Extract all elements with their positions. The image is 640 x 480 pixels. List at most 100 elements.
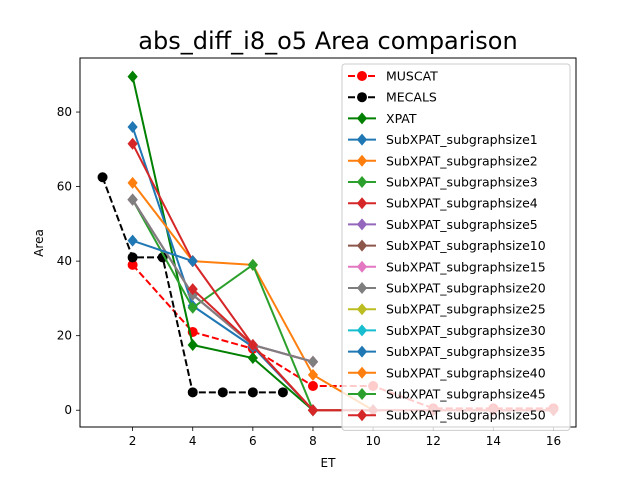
legend-item: MUSCAT xyxy=(348,69,438,84)
data-point xyxy=(127,137,138,150)
plot-frame xyxy=(79,57,577,428)
legend-label: SubXPAT_subgraphsize45 xyxy=(386,387,546,402)
legend-marker xyxy=(357,71,367,81)
series-subxpat-subgraphsize2 xyxy=(127,176,379,417)
data-point xyxy=(307,368,319,381)
y-tick-label: 40 xyxy=(57,254,72,268)
data-point xyxy=(187,387,198,398)
legend-item: MECALS xyxy=(348,90,437,105)
series-line xyxy=(131,199,314,363)
legend-label: SubXPAT_subgraphsize4 xyxy=(386,196,538,211)
legend-label: SubXPAT_subgraphsize5 xyxy=(386,217,538,232)
legend-item: SubXPAT_subgraphsize2 xyxy=(348,153,538,168)
data-point xyxy=(127,70,138,83)
legend-marker xyxy=(356,303,368,316)
x-tick-label: 2 xyxy=(129,434,137,448)
series-line xyxy=(131,76,314,411)
legend-label: SubXPAT_subgraphsize35 xyxy=(386,344,546,359)
legend-marker xyxy=(356,154,368,167)
series-line xyxy=(132,239,194,263)
data-point xyxy=(247,352,258,365)
legend-label: MUSCAT xyxy=(386,69,438,84)
legend-marker xyxy=(356,239,368,252)
y-tick-label: 20 xyxy=(57,329,72,343)
data-point xyxy=(217,387,228,398)
legend-item: SubXPAT_subgraphsize5 xyxy=(348,217,538,232)
legend-item: SubXPAT_subgraphsize20 xyxy=(348,281,546,296)
chart-title: abs_diff_i8_o5 Area comparison xyxy=(138,27,517,55)
series-subxpat-subgraphsize35 xyxy=(127,234,198,268)
x-tick-label: 8 xyxy=(309,434,317,448)
data-point xyxy=(127,259,138,270)
x-tick-label: 4 xyxy=(189,434,197,448)
legend-item: SubXPAT_subgraphsize25 xyxy=(348,302,546,317)
legend-marker xyxy=(356,218,368,231)
data-point xyxy=(277,387,288,398)
data-point xyxy=(127,120,138,133)
legend-label: SubXPAT_subgraphsize40 xyxy=(386,365,546,380)
legend-item: SubXPAT_subgraphsize1 xyxy=(348,132,538,147)
legend-marker xyxy=(356,409,368,422)
data-point xyxy=(307,355,319,368)
legend-label: SubXPAT_subgraphsize20 xyxy=(386,281,546,296)
legend-marker xyxy=(356,260,368,273)
legend-item: SubXPAT_subgraphsize30 xyxy=(348,323,546,338)
legend-label: SubXPAT_subgraphsize50 xyxy=(386,408,546,423)
x-tick-label: 12 xyxy=(426,434,441,448)
legend-marker xyxy=(356,345,368,358)
legend-label: MECALS xyxy=(386,90,437,105)
legend-label: SubXPAT_subgraphsize10 xyxy=(386,238,546,253)
data-point xyxy=(97,172,108,183)
x-tick-label: 6 xyxy=(249,434,257,448)
data-point xyxy=(307,404,319,417)
legend-marker xyxy=(356,133,368,146)
y-tick-label: 0 xyxy=(64,403,72,417)
data-point xyxy=(247,387,258,398)
x-axis-label: ET xyxy=(321,456,337,470)
legend-label: SubXPAT_subgraphsize25 xyxy=(386,302,546,317)
y-axis-label: Area xyxy=(32,229,46,257)
legend-item: XPAT xyxy=(348,111,417,126)
data-point xyxy=(247,258,258,271)
legend-item: SubXPAT_subgraphsize50 xyxy=(348,408,546,423)
series-line xyxy=(131,199,314,363)
legend-marker xyxy=(356,282,368,294)
series-xpat xyxy=(127,70,319,417)
series-line xyxy=(131,199,314,363)
legend-item: SubXPAT_subgraphsize40 xyxy=(348,365,546,380)
legend-frame xyxy=(341,63,571,431)
legend-label: SubXPAT_subgraphsize2 xyxy=(386,153,538,168)
data-point xyxy=(187,255,198,268)
legend-item: SubXPAT_subgraphsize3 xyxy=(348,175,538,190)
legend-marker xyxy=(356,112,368,125)
series-subxpat-subgraphsize3 xyxy=(127,193,379,417)
data-point xyxy=(127,234,138,247)
legend-label: SubXPAT_subgraphsize15 xyxy=(386,259,546,274)
legend-label: SubXPAT_subgraphsize3 xyxy=(386,175,538,190)
legend-marker xyxy=(356,324,368,337)
legend-marker xyxy=(356,176,368,188)
series-subxpat-subgraphsize5 xyxy=(127,193,319,368)
series-line xyxy=(131,199,314,363)
data-point xyxy=(127,252,138,263)
x-tick-label: 10 xyxy=(365,434,380,448)
data-point xyxy=(307,381,318,391)
series-line xyxy=(131,126,314,411)
x-axis: 2 4 6 8 10 12 14 16 xyxy=(129,427,561,448)
data-point xyxy=(187,283,198,296)
legend-item: SubXPAT_subgraphsize4 xyxy=(348,196,538,211)
legend-marker xyxy=(356,366,368,379)
data-point xyxy=(187,339,198,351)
legend-label: XPAT xyxy=(386,111,417,126)
series-subxpat-subgraphsize15 xyxy=(127,193,319,368)
series-subxpat-subgraphsize10 xyxy=(127,193,319,368)
y-axis: 0 20 40 60 80 xyxy=(57,105,80,417)
legend-item: SubXPAT_subgraphsize15 xyxy=(348,259,546,274)
y-tick-label: 60 xyxy=(57,180,72,194)
legend-item: SubXPAT_subgraphsize35 xyxy=(348,344,546,359)
legend-marker xyxy=(356,197,368,210)
legend-marker xyxy=(357,92,367,103)
series-line xyxy=(131,182,374,412)
series-mecals xyxy=(97,172,288,398)
